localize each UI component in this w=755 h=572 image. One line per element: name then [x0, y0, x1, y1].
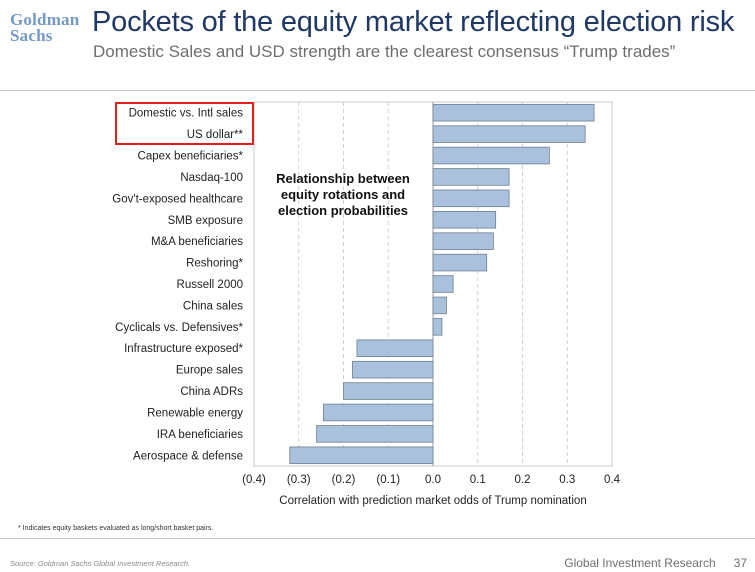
bar — [432, 103, 595, 122]
logo-line-1: Goldman — [10, 10, 80, 29]
x-tick-label: 0.2 — [515, 474, 531, 486]
category-label: Nasdaq-100 — [180, 172, 243, 184]
annotation-line: Relationship between — [276, 171, 410, 186]
page-number: 37 — [733, 556, 747, 570]
division-name: Global Investment Research — [564, 556, 716, 570]
bar — [432, 296, 447, 315]
bar — [432, 253, 488, 272]
category-label: SMB exposure — [168, 215, 243, 227]
x-tick-label: 0.3 — [559, 474, 575, 486]
bar — [432, 275, 454, 293]
footer-divider — [0, 538, 755, 539]
bar — [432, 189, 510, 208]
bar — [322, 403, 434, 422]
highlight-box — [115, 102, 254, 145]
category-label: Capex beneficiaries* — [138, 151, 244, 163]
x-tick-label: 0.1 — [470, 474, 486, 486]
x-axis-label: Correlation with prediction market odds … — [279, 495, 586, 507]
footer-right: Global Investment Research 37 — [564, 556, 747, 570]
correlation-bar-chart: Domestic vs. Intl sales US dollar** Capex … — [112, 101, 621, 507]
bar — [432, 211, 497, 229]
category-label: China ADRs — [180, 386, 243, 398]
category-label: Europe sales — [176, 365, 243, 377]
bar — [343, 382, 434, 400]
category-label: Reshoring* — [186, 258, 243, 270]
x-tick-label: (0.3) — [287, 474, 311, 486]
x-tick-label: 0.0 — [425, 474, 441, 486]
page-subtitle: Domestic Sales and USD strength are the … — [93, 42, 676, 61]
category-label: Domestic vs. Intl sales — [129, 108, 244, 120]
bar — [352, 360, 434, 379]
bar — [432, 125, 586, 143]
x-tick-labels: (0.4) (0.3) (0.2) (0.1) 0.0 0.1 0.2 0.3 0.4 — [242, 474, 620, 486]
category-label: M&A beneficiaries — [151, 236, 243, 248]
bar — [432, 232, 494, 250]
category-label: Russell 2000 — [177, 279, 243, 291]
bar-series — [289, 103, 595, 465]
category-label: Cyclicals vs. Defensives* — [115, 322, 243, 334]
category-label: IRA beneficiaries — [157, 429, 244, 441]
bar — [432, 168, 510, 186]
x-tick-label: (0.4) — [242, 474, 266, 486]
annotation-line: equity rotations and — [281, 187, 405, 202]
bar — [356, 339, 434, 357]
category-label: US dollar** — [187, 129, 244, 141]
header-divider — [0, 90, 755, 91]
category-label: China sales — [183, 300, 243, 312]
x-tick-label: (0.2) — [332, 474, 356, 486]
goldman-sachs-logo: Goldman Sachs — [10, 10, 82, 45]
category-label: Gov't-exposed healthcare — [112, 193, 243, 205]
x-tick-label: 0.4 — [604, 474, 621, 486]
category-label: Infrastructure exposed* — [124, 343, 243, 355]
x-tick-label: (0.1) — [376, 474, 400, 486]
bar — [289, 446, 434, 465]
bar — [432, 146, 550, 165]
bar — [316, 425, 434, 443]
category-label: Aerospace & defense — [133, 450, 243, 462]
footnote: * Indicates equity baskets evaluated as … — [18, 525, 214, 532]
annotation-line: election probabilities — [278, 203, 408, 218]
logo-line-2: Sachs — [10, 26, 53, 45]
category-label: Renewable energy — [147, 407, 243, 419]
category-labels: Domestic vs. Intl sales US dollar** Capex … — [112, 108, 243, 463]
page-title: Pockets of the equity market reflecting … — [92, 6, 735, 38]
source-note: Source: Goldman Sachs Global Investment … — [10, 559, 191, 568]
bar — [432, 318, 443, 336]
